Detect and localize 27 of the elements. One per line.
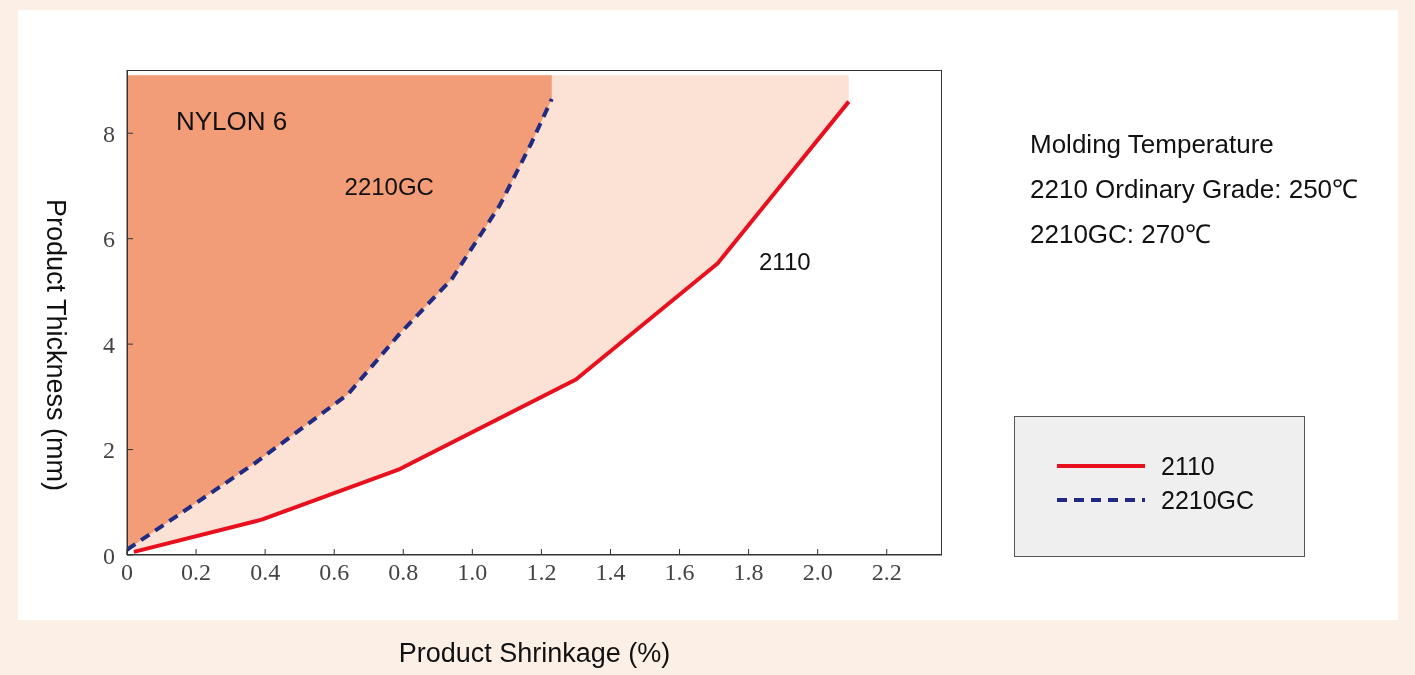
text: 2210 Ordinary Grade: 250℃	[1030, 173, 1359, 206]
x-tick-label: 1.4	[595, 559, 626, 586]
x-tick-label: 1.2	[526, 559, 557, 586]
x-tick-label: 2.2	[871, 559, 902, 586]
annotation: NYLON 6	[176, 106, 288, 137]
legend-label: 2210GC	[1161, 485, 1255, 515]
x-axis-title: Product Shrinkage (%)	[397, 638, 672, 669]
x-tick-label: 0.6	[319, 559, 350, 586]
x-tick-label: 0.8	[388, 559, 419, 586]
text: Molding Temperature	[1030, 128, 1275, 161]
x-tick-label: 0.4	[250, 559, 281, 586]
y-tick-label: 8	[103, 120, 115, 147]
text: 2110	[758, 247, 811, 275]
y-axis-title: Product Thickness (mm)	[39, 198, 71, 492]
y-tick-label: 2	[103, 437, 115, 464]
x-tick-label: 0	[121, 559, 133, 586]
text: 2210GC	[344, 173, 434, 201]
x-tick-label: 1.8	[733, 559, 764, 586]
x-tick-label: 2.0	[802, 559, 833, 586]
y-tick-label: 0	[103, 542, 115, 569]
legend-label: 2110	[1161, 451, 1215, 481]
text: 2210GC: 270℃	[1030, 218, 1212, 251]
y-tick-label: 6	[103, 226, 115, 253]
x-tick-label: 0.2	[181, 559, 212, 586]
y-tick-label: 4	[103, 331, 115, 358]
x-tick-label: 1.6	[664, 559, 695, 586]
x-tick-label: 1.0	[457, 559, 488, 586]
